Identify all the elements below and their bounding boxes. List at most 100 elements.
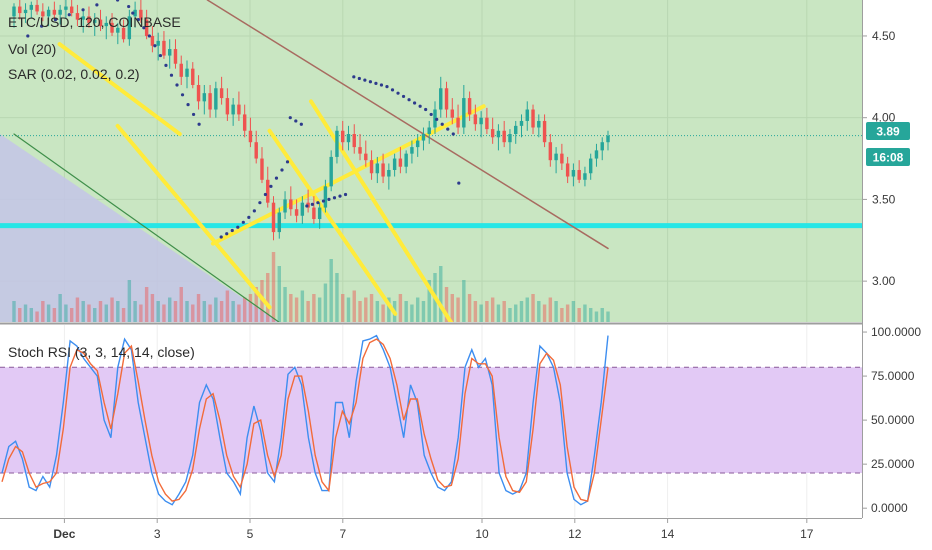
candle[interactable]: [156, 32, 160, 61]
candle[interactable]: [583, 166, 587, 187]
candle[interactable]: [64, 0, 68, 18]
candle[interactable]: [560, 143, 564, 170]
candle[interactable]: [23, 3, 28, 23]
candle[interactable]: [537, 114, 541, 138]
candle[interactable]: [381, 153, 385, 184]
candle[interactable]: [531, 104, 535, 135]
symbol-legend[interactable]: ETC/USD, 120, COINBASE: [8, 14, 181, 30]
candle[interactable]: [104, 16, 108, 40]
candle[interactable]: [18, 0, 22, 20]
candle[interactable]: [35, 0, 39, 15]
candle[interactable]: [392, 153, 397, 177]
candle[interactable]: [12, 3, 16, 28]
candle[interactable]: [410, 140, 414, 164]
candle[interactable]: [490, 117, 495, 144]
candle[interactable]: [519, 114, 524, 138]
candle[interactable]: [237, 91, 241, 121]
candle[interactable]: [87, 6, 91, 28]
candle[interactable]: [69, 0, 74, 17]
price-axis[interactable]: 4.50 4.00 3.50 3.00: [862, 29, 896, 288]
candle[interactable]: [29, 1, 34, 18]
candle[interactable]: [421, 127, 426, 151]
candle[interactable]: [433, 101, 437, 135]
candle[interactable]: [173, 39, 178, 69]
candle[interactable]: [196, 75, 201, 110]
candle[interactable]: [352, 124, 356, 154]
candle[interactable]: [565, 156, 570, 184]
candle[interactable]: [150, 26, 155, 53]
price-chart-area[interactable]: [0, 0, 862, 330]
candle[interactable]: [214, 81, 218, 118]
candle[interactable]: [375, 156, 380, 184]
time-axis[interactable]: Dec 3 5 7 10 12 14 17: [53, 518, 814, 541]
trend-line-brown-5[interactable]: [206, 0, 609, 250]
candle[interactable]: [473, 104, 478, 131]
candle[interactable]: [81, 9, 85, 33]
candle[interactable]: [323, 179, 328, 213]
candle[interactable]: [116, 22, 120, 45]
candle[interactable]: [358, 134, 362, 161]
candle[interactable]: [41, 3, 45, 22]
candle[interactable]: [502, 120, 506, 148]
candle[interactable]: [398, 147, 403, 174]
candle[interactable]: [52, 1, 57, 20]
candle[interactable]: [485, 107, 489, 135]
candle[interactable]: [317, 202, 322, 229]
candle[interactable]: [179, 55, 183, 85]
candle[interactable]: [277, 207, 281, 239]
candle[interactable]: [600, 137, 604, 161]
candle[interactable]: [191, 62, 195, 89]
candle[interactable]: [479, 111, 483, 138]
candle[interactable]: [329, 150, 333, 192]
volume-legend[interactable]: Vol (20): [8, 41, 56, 57]
sar-legend[interactable]: SAR (0.02, 0.02, 0.2): [8, 66, 140, 82]
candle[interactable]: [127, 9, 132, 46]
candle[interactable]: [289, 186, 293, 216]
candle[interactable]: [167, 39, 172, 69]
candle[interactable]: [427, 120, 431, 144]
candle[interactable]: [571, 163, 576, 187]
candle[interactable]: [508, 129, 512, 154]
candle[interactable]: [514, 120, 518, 144]
candle[interactable]: [444, 81, 449, 118]
candle[interactable]: [369, 150, 374, 180]
stoch-rsi-legend[interactable]: Stoch RSI (3, 3, 14, 14, close): [8, 344, 195, 360]
candle[interactable]: [341, 120, 345, 151]
candle[interactable]: [439, 76, 443, 118]
candle[interactable]: [248, 117, 253, 148]
candle[interactable]: [415, 134, 420, 157]
candle[interactable]: [456, 104, 460, 135]
candle[interactable]: [144, 9, 149, 40]
candle[interactable]: [208, 84, 212, 118]
candle[interactable]: [98, 9, 103, 32]
candle[interactable]: [225, 88, 230, 121]
candle[interactable]: [346, 125, 351, 151]
candle[interactable]: [185, 60, 189, 89]
trend-line-yellow-2[interactable]: [210, 104, 486, 246]
candle[interactable]: [387, 163, 391, 190]
candle[interactable]: [467, 91, 472, 121]
candle[interactable]: [404, 150, 408, 174]
trend-line-yellow-1[interactable]: [115, 123, 272, 310]
candle[interactable]: [450, 98, 455, 125]
candle[interactable]: [254, 130, 258, 164]
candle[interactable]: [58, 4, 62, 25]
candle[interactable]: [110, 13, 114, 36]
candle[interactable]: [300, 196, 305, 224]
candle[interactable]: [606, 130, 610, 151]
candle[interactable]: [312, 196, 316, 224]
candle[interactable]: [594, 143, 599, 167]
candle[interactable]: [139, 0, 143, 23]
candle[interactable]: [266, 166, 270, 208]
candle[interactable]: [577, 160, 581, 184]
trend-line-yellow-0[interactable]: [57, 42, 182, 137]
candle[interactable]: [542, 114, 547, 148]
candle[interactable]: [242, 104, 247, 138]
candle[interactable]: [588, 153, 593, 180]
candle[interactable]: [260, 147, 264, 184]
candle[interactable]: [283, 191, 287, 220]
candle[interactable]: [554, 147, 558, 174]
rsi-axis[interactable]: 100.0000 75.0000 50.0000 25.0000 0.0000: [862, 325, 921, 515]
candle[interactable]: [548, 134, 553, 167]
trend-line-yellow-3[interactable]: [267, 128, 398, 316]
